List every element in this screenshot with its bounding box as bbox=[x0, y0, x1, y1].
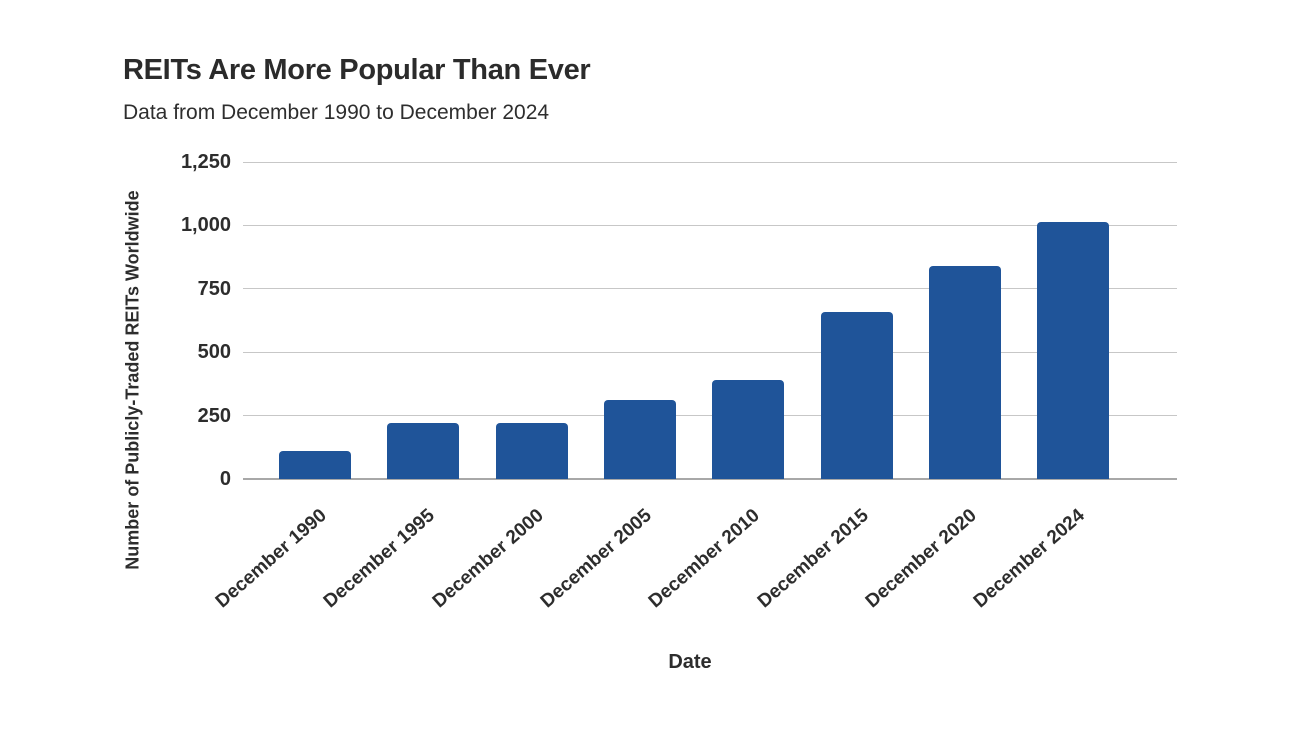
gridline bbox=[243, 288, 1177, 290]
gridline bbox=[243, 351, 1177, 353]
y-tick-label: 1,250 bbox=[180, 151, 231, 173]
bar-december-2015 bbox=[820, 311, 893, 479]
y-tick-label: 0 bbox=[219, 468, 231, 490]
bar-december-2000 bbox=[495, 423, 568, 479]
y-tick-label: 500 bbox=[197, 341, 231, 364]
x-tick-label: December 1995 bbox=[320, 505, 440, 613]
bar-december-1995 bbox=[387, 423, 460, 479]
chart-subtitle: Data from December 1990 to December 2024 bbox=[123, 101, 550, 124]
x-tick-label: December 2020 bbox=[861, 505, 981, 613]
x-tick-label: December 2000 bbox=[428, 505, 548, 613]
x-tick-label: December 2024 bbox=[969, 505, 1089, 613]
y-tick-label: 750 bbox=[197, 277, 231, 300]
y-tick-label: 250 bbox=[197, 404, 231, 427]
x-axis-title: Date bbox=[668, 651, 712, 673]
bar-december-2010 bbox=[712, 380, 785, 479]
bar-december-2020 bbox=[928, 265, 1001, 479]
x-tick-label: December 1990 bbox=[211, 505, 331, 613]
y-tick-label: 1,000 bbox=[180, 214, 231, 237]
chart-title: REITs Are More Popular Than Ever bbox=[123, 54, 591, 86]
bar-december-2024 bbox=[1037, 221, 1110, 479]
y-axis-title: Number of Publicly-Traded REITs Worldwid… bbox=[122, 190, 143, 570]
gridline bbox=[243, 161, 1177, 163]
x-axis-baseline bbox=[243, 478, 1177, 480]
bar-december-2005 bbox=[603, 400, 676, 479]
gridline bbox=[243, 224, 1177, 226]
gridline bbox=[243, 415, 1177, 417]
bar-december-1990 bbox=[279, 451, 351, 479]
